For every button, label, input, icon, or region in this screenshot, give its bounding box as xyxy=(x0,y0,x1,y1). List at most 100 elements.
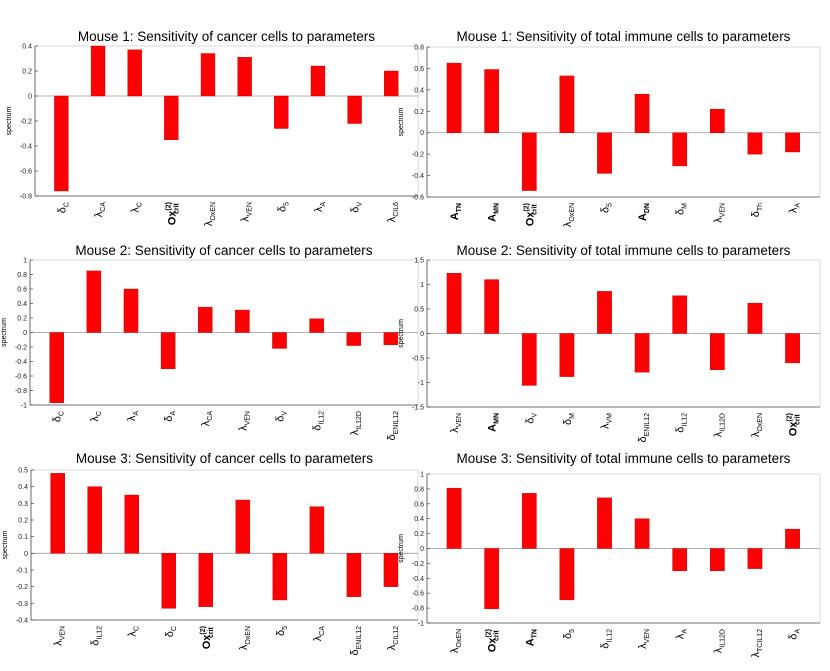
x-tick-label: λC xyxy=(127,626,141,637)
y-tick-label: -0.4 xyxy=(16,618,28,625)
x-tick-label: δV xyxy=(275,411,289,422)
y-tick-label: 0.5 xyxy=(18,468,28,475)
y-tick-label: 0.8 xyxy=(414,45,424,52)
bar-7 xyxy=(672,132,688,167)
chart-title: Mouse 3: Sensitivity of cancer cells to … xyxy=(76,451,373,466)
bar-4 xyxy=(559,333,575,377)
x-tick-label: δTh xyxy=(750,203,764,217)
y-tick-label: 0.2 xyxy=(18,518,28,525)
bar-7 xyxy=(272,332,287,349)
bar-9 xyxy=(347,95,362,124)
x-tick-label: ADN xyxy=(637,203,651,221)
y-tick-label: 0.4 xyxy=(414,87,424,94)
y-tick-label: 1 xyxy=(420,472,424,479)
chart-panel-3: Mouse 2: Sensitivity of cancer cells to … xyxy=(1,243,419,441)
y-tick-label: -0.5 xyxy=(412,356,424,363)
x-tick-label: δ5 xyxy=(275,626,289,636)
y-tick-label: -0.8 xyxy=(20,194,32,201)
y-tick-label: -1.5 xyxy=(412,405,424,412)
y-tick-label: 0.8 xyxy=(414,486,424,493)
y-tick-label: -0.1 xyxy=(16,568,28,575)
bar-6 xyxy=(235,499,251,554)
y-tick-label: 0.5 xyxy=(414,307,424,314)
y-tick-label: 0.2 xyxy=(17,316,27,323)
x-tick-label: λA xyxy=(126,411,140,422)
y-tick-label: -0.6 xyxy=(412,195,424,202)
x-tick-label: λVEN xyxy=(449,413,463,433)
bar-4 xyxy=(161,553,177,609)
bar-3 xyxy=(127,49,142,97)
bar-6 xyxy=(634,518,650,549)
x-tick-label: δ5 xyxy=(276,202,290,212)
x-tick-label: λVEN xyxy=(637,629,651,649)
y-axis-label: spectrum xyxy=(2,530,9,559)
x-tick-label: λVEN xyxy=(237,411,251,431)
x-tick-label: Ox(2)crit xyxy=(486,629,501,652)
y-tick-label: -0.4 xyxy=(20,144,32,151)
chart-panel-6: Mouse 3: Sensitivity of total immune cel… xyxy=(398,451,821,657)
y-tick-label: -0.6 xyxy=(15,374,27,381)
bar-5 xyxy=(200,53,216,97)
bar-3 xyxy=(521,493,537,549)
bar-2 xyxy=(484,548,500,610)
y-tick-label: 0 xyxy=(420,546,424,553)
bar-10 xyxy=(785,528,800,549)
y-tick-label: 0.2 xyxy=(414,531,424,538)
y-tick-label: 0.4 xyxy=(18,484,28,491)
y-tick-label: -0.4 xyxy=(412,576,424,583)
x-tick-label: AMN xyxy=(487,203,501,222)
bar-6 xyxy=(237,57,252,97)
bar-2 xyxy=(484,279,500,334)
x-tick-label: λIL12D xyxy=(349,411,363,435)
y-tick-label: -1 xyxy=(21,403,27,410)
y-axis-label: spectrum xyxy=(398,534,405,563)
x-tick-label: δ5 xyxy=(562,629,576,639)
bar-4 xyxy=(160,332,176,369)
bar-2 xyxy=(484,69,500,133)
x-tick-label: δENIL12 xyxy=(386,411,400,441)
chart-panel-1: Mouse 1: Sensitivity of cancer cells to … xyxy=(6,29,419,226)
x-tick-label: Ox(2)crit xyxy=(200,626,215,649)
y-tick-label: 0 xyxy=(420,130,424,137)
bar-8 xyxy=(709,333,725,370)
bar-3 xyxy=(521,333,537,386)
x-tick-label: δIL12 xyxy=(600,629,614,649)
y-tick-label: 0 xyxy=(420,331,424,338)
x-tick-label: λCIL6 xyxy=(386,202,400,222)
bar-5 xyxy=(197,306,213,333)
y-tick-label: -0.2 xyxy=(16,584,28,591)
chart-panel-4: Mouse 2: Sensitivity of total immune cel… xyxy=(398,243,821,442)
x-tick-label: δIL12 xyxy=(90,626,104,646)
x-tick-label: λOxEN xyxy=(562,203,576,227)
x-tick-label: δV xyxy=(350,202,364,213)
x-tick-label: δ5 xyxy=(600,203,614,213)
x-tick-label: Ox(2)crit xyxy=(165,202,180,225)
bar-8 xyxy=(310,65,326,97)
x-tick-label: λVEN xyxy=(712,203,726,223)
y-axis-label: spectrum xyxy=(6,106,13,135)
bar-1 xyxy=(446,273,462,334)
y-tick-label: 0.1 xyxy=(18,534,28,541)
bar-7 xyxy=(272,553,288,601)
chart-title: Mouse 1: Sensitivity of total immune cel… xyxy=(457,29,791,44)
bar-1 xyxy=(50,473,65,554)
y-axis-label: spectrum xyxy=(1,318,8,347)
bar-2 xyxy=(86,270,102,333)
x-tick-label: λIL12D xyxy=(712,413,726,437)
bar-3 xyxy=(123,288,139,333)
y-tick-label: 0 xyxy=(23,330,27,337)
bar-10 xyxy=(383,553,399,587)
x-tick-label: Ox(2)crit xyxy=(787,413,802,436)
y-axis-label: spectrum xyxy=(398,319,405,348)
bar-7 xyxy=(274,95,289,129)
bar-5 xyxy=(597,132,612,174)
chart-title: Mouse 1: Sensitivity of cancer cells to … xyxy=(78,29,375,44)
bar-4 xyxy=(559,75,575,133)
bar-10 xyxy=(383,332,399,346)
bar-10 xyxy=(785,132,800,153)
bar-8 xyxy=(309,506,325,554)
bar-9 xyxy=(346,553,362,597)
bar-8 xyxy=(709,548,725,572)
bar-9 xyxy=(747,548,763,569)
y-tick-label: -0.4 xyxy=(412,173,424,180)
